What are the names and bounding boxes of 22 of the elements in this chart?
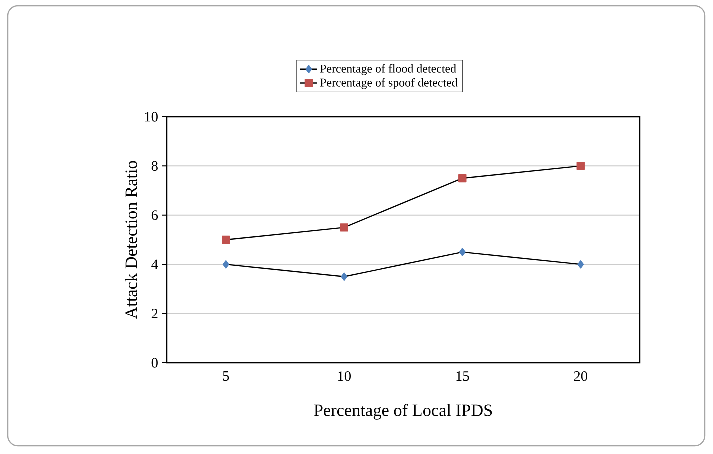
point (222, 260, 230, 269)
y-tick-label: 10 (145, 112, 158, 122)
legend-label: Percentage of flood detected (320, 64, 456, 76)
y-tick-label: 4 (152, 260, 158, 270)
legend-label: Percentage of spoof detected (320, 78, 458, 90)
point (576, 162, 585, 170)
point (458, 174, 467, 183)
point (222, 236, 230, 244)
point (578, 260, 584, 269)
x-tick-label: 20 (574, 372, 588, 382)
y-tick-label: 2 (152, 309, 158, 319)
y-tick-label: 6 (152, 210, 158, 220)
point (459, 248, 466, 256)
point (341, 272, 348, 281)
x-axis-title: Percentage of Local IPDS (314, 404, 492, 420)
x-tick-label: 5 (223, 372, 230, 382)
y-tick-label: 0 (152, 358, 158, 368)
point (340, 224, 348, 232)
y-tick-label: 8 (152, 161, 158, 172)
x-tick-label: 15 (456, 372, 470, 382)
x-tick-label: 10 (338, 372, 352, 382)
y-axis-title: Attack Detection Ratio (125, 161, 138, 320)
